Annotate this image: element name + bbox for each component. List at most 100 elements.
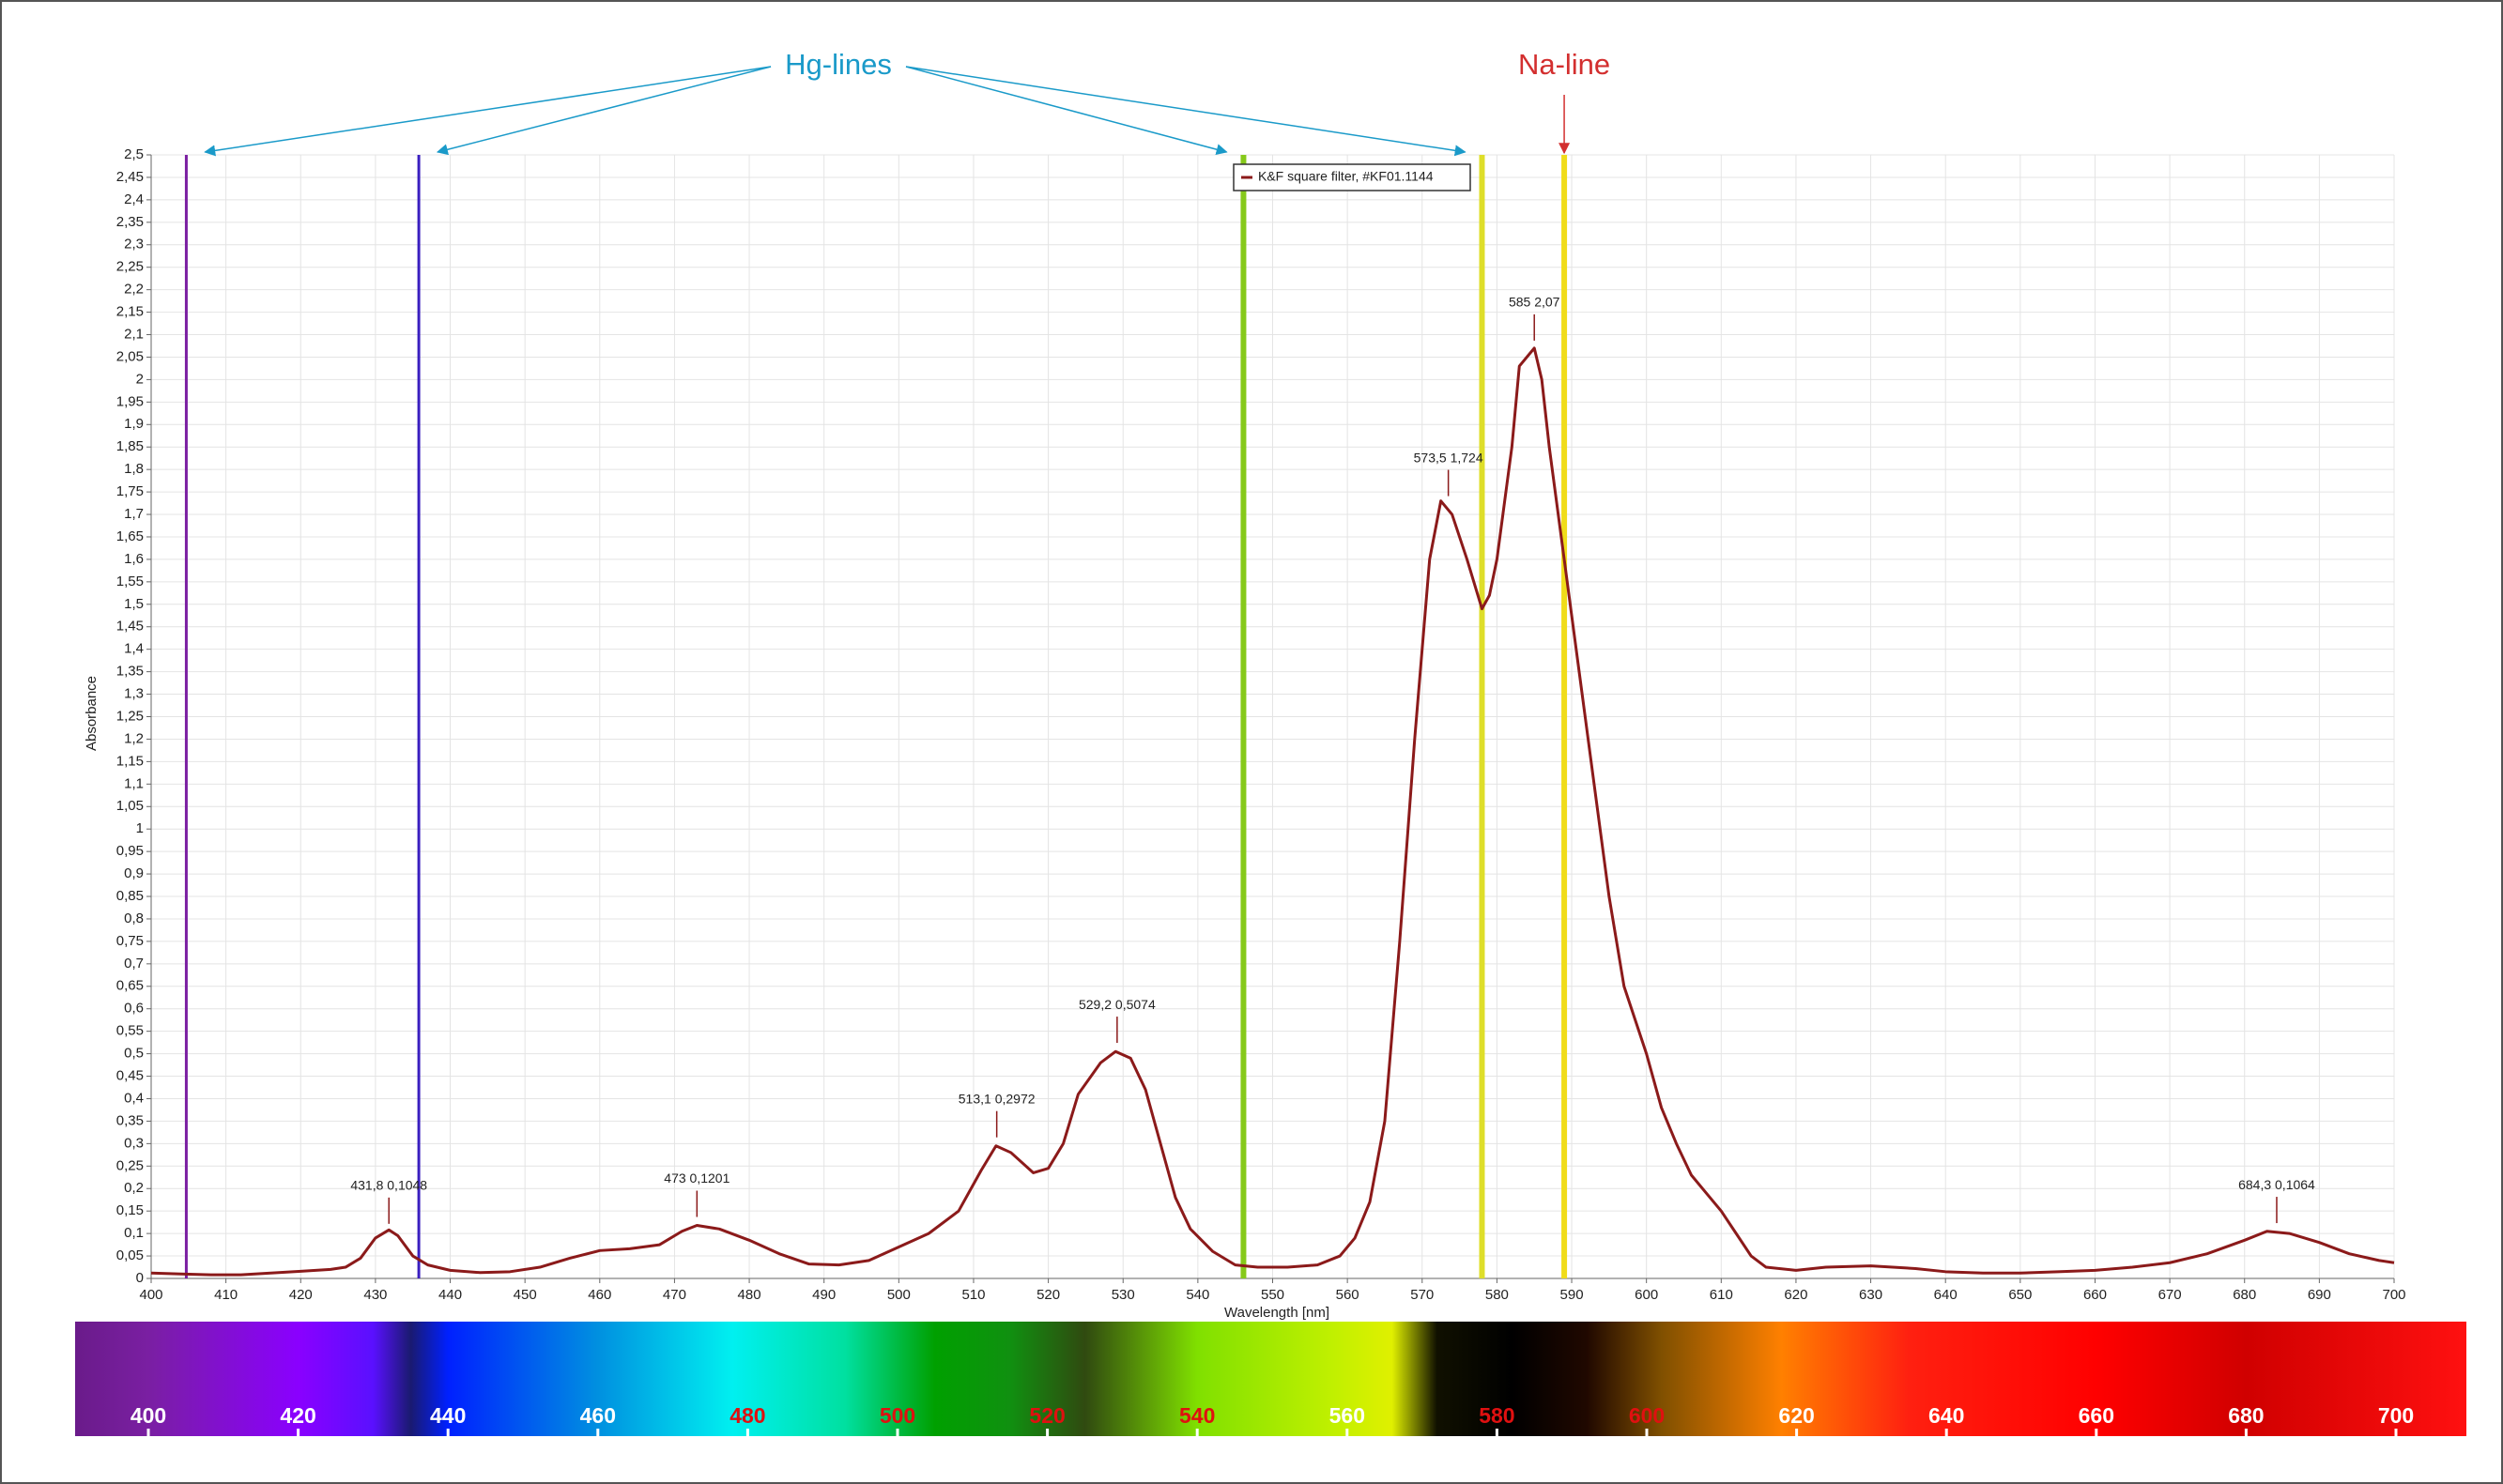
y-tick-label: 1,85: [116, 438, 144, 454]
callout-label: Hg-lines: [785, 48, 892, 81]
x-tick-label: 650: [2008, 1287, 2032, 1303]
x-tick-label: 600: [1635, 1287, 1658, 1303]
y-tick-label: 1,15: [116, 753, 144, 769]
y-tick-label: 1,35: [116, 664, 144, 680]
x-tick-label: 550: [1261, 1287, 1284, 1303]
spectrum-tick-label: 440: [430, 1403, 466, 1428]
y-tick-label: 0,85: [116, 888, 144, 904]
y-tick-label: 2,1: [124, 326, 144, 342]
legend-label: K&F square filter, #KF01.1144: [1258, 169, 1434, 184]
x-tick-label: 410: [214, 1287, 238, 1303]
y-tick-label: 1,1: [124, 775, 144, 791]
series-line: [150, 346, 2395, 1277]
x-tick-label: 520: [1037, 1287, 1060, 1303]
spectrum-tick-label: 560: [1329, 1403, 1365, 1428]
x-tick-label: 700: [2382, 1287, 2405, 1303]
y-tick-label: 2,5: [124, 146, 144, 162]
y-tick-label: 0,2: [124, 1180, 144, 1196]
y-tick-label: 1,9: [124, 416, 144, 432]
y-tick-label: 0,4: [124, 1090, 144, 1106]
x-tick-label: 440: [438, 1287, 462, 1303]
y-tick-label: 1,8: [124, 461, 144, 477]
callout-label: Na-line: [1518, 48, 1610, 81]
spectrum-bar: [75, 1322, 2466, 1436]
y-tick-label: 0,7: [124, 956, 144, 971]
y-tick-label: 1,25: [116, 708, 144, 724]
y-tick-label: 1,5: [124, 596, 144, 612]
x-tick-label: 570: [1410, 1287, 1434, 1303]
callout-arrow: [204, 66, 772, 157]
y-tick-label: 0,75: [116, 933, 144, 949]
spectrum-tick-label: 700: [2378, 1403, 2414, 1428]
y-tick-label: 0,8: [124, 910, 144, 926]
y-tick-label: 0,25: [116, 1157, 144, 1173]
y-tick-label: 1,65: [116, 528, 144, 544]
callout-arrow: [905, 66, 1466, 157]
x-tick-label: 530: [1112, 1287, 1135, 1303]
peak-label: 431,8 0,1048: [350, 1178, 427, 1193]
y-tick-label: 0,15: [116, 1202, 144, 1218]
spectrum-tick-label: 540: [1179, 1403, 1215, 1428]
y-tick-label: 2,25: [116, 259, 144, 275]
y-tick-label: 1: [136, 820, 144, 836]
y-tick-label: 0,45: [116, 1068, 144, 1084]
y-tick-label: 1,55: [116, 574, 144, 589]
spectrum-tick-label: 500: [880, 1403, 915, 1428]
x-tick-label: 480: [738, 1287, 761, 1303]
y-tick-label: 0,95: [116, 843, 144, 859]
y-tick-label: 0,05: [116, 1247, 144, 1263]
x-tick-label: 450: [514, 1287, 537, 1303]
spectrum-tick-label: 580: [1479, 1403, 1514, 1428]
y-tick-label: 0,3: [124, 1135, 144, 1151]
x-tick-label: 680: [2233, 1287, 2256, 1303]
x-tick-label: 630: [1859, 1287, 1882, 1303]
y-tick-label: 1,05: [116, 798, 144, 814]
x-tick-label: 670: [2158, 1287, 2182, 1303]
x-tick-label: 610: [1710, 1287, 1733, 1303]
spectrum-tick-label: 680: [2228, 1403, 2264, 1428]
x-tick-label: 590: [1560, 1287, 1584, 1303]
y-tick-label: 2,35: [116, 214, 144, 230]
y-tick-label: 0,1: [124, 1225, 144, 1241]
x-tick-label: 580: [1485, 1287, 1509, 1303]
spectrum-tick-label: 660: [2079, 1403, 2114, 1428]
y-tick-label: 1,95: [116, 393, 144, 409]
x-tick-label: 420: [289, 1287, 313, 1303]
peak-label: 513,1 0,2972: [959, 1091, 1036, 1106]
x-tick-label: 470: [663, 1287, 686, 1303]
y-tick-label: 1,3: [124, 686, 144, 702]
legend-box: [1233, 163, 1471, 191]
x-tick-label: 510: [961, 1287, 985, 1303]
spectrum-tick-label: 520: [1029, 1403, 1065, 1428]
y-tick-label: 2,2: [124, 282, 144, 298]
y-tick-label: 1,7: [124, 506, 144, 522]
y-axis-title: Absorbance: [84, 676, 100, 751]
y-tick-label: 0,65: [116, 978, 144, 994]
y-tick-label: 1,45: [116, 619, 144, 635]
x-tick-label: 690: [2308, 1287, 2331, 1303]
callout-arrow: [905, 66, 1228, 156]
callout-arrow: [436, 66, 772, 156]
y-tick-label: 2,4: [124, 191, 144, 207]
spectrum-tick-label: 420: [280, 1403, 315, 1428]
x-tick-label: 500: [887, 1287, 911, 1303]
spectrum-tick-label: 400: [131, 1403, 166, 1428]
y-tick-label: 1,75: [116, 483, 144, 499]
spectrum-tick-label: 600: [1629, 1403, 1665, 1428]
y-tick-label: 0,5: [124, 1046, 144, 1062]
x-tick-label: 540: [1186, 1287, 1209, 1303]
peak-label: 529,2 0,5074: [1079, 997, 1156, 1012]
x-tick-label: 430: [363, 1287, 387, 1303]
peak-label: 684,3 0,1064: [2238, 1177, 2315, 1192]
x-tick-label: 660: [2083, 1287, 2107, 1303]
y-tick-label: 1,4: [124, 641, 144, 657]
y-tick-label: 2,15: [116, 304, 144, 320]
x-axis-title: Wavelength [nm]: [1224, 1305, 1329, 1321]
y-tick-label: 2: [136, 371, 144, 387]
y-tick-label: 0,9: [124, 865, 144, 881]
x-tick-label: 460: [588, 1287, 611, 1303]
spectrum-tick-label: 460: [580, 1403, 616, 1428]
